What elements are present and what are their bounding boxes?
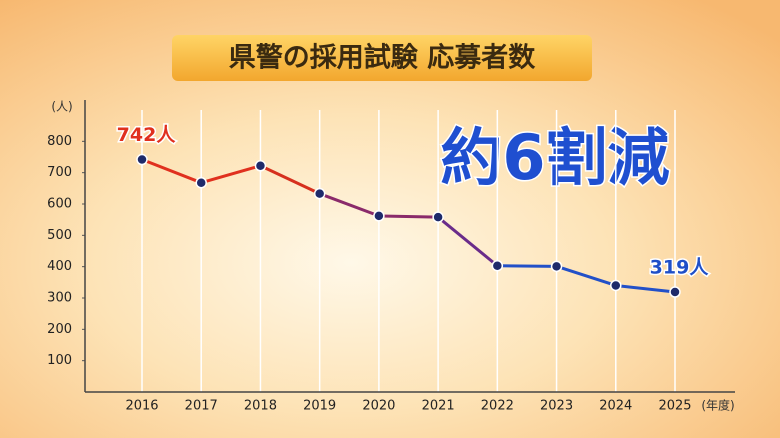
- x-tick-label: 2016: [125, 399, 158, 414]
- y-tick-label: 200: [47, 322, 72, 337]
- line-segment: [436, 215, 499, 268]
- point: [432, 211, 444, 223]
- x-tick-label: 2017: [185, 399, 218, 414]
- x-tick-label: 2018: [244, 399, 277, 414]
- value-label: 319人: [650, 257, 710, 279]
- y-tick-label: 400: [47, 259, 72, 274]
- y-tick-label: 500: [47, 228, 72, 243]
- title-box: [172, 35, 592, 81]
- x-tick-label: 2020: [362, 399, 395, 414]
- value-label: 742人: [117, 124, 177, 146]
- annotation: 約6割減: [440, 121, 669, 194]
- point: [313, 187, 326, 200]
- line-segment: [614, 283, 677, 294]
- chart-title: 県警の採用試験 応募者数: [229, 42, 536, 74]
- line-segment: [258, 164, 322, 196]
- line-segment: [377, 214, 440, 219]
- line-segment: [318, 192, 381, 218]
- line-segment: [199, 164, 262, 185]
- line-segment: [495, 264, 559, 268]
- y-tick-label: 800: [47, 134, 72, 149]
- point: [136, 153, 148, 166]
- y-tick-label: 600: [47, 197, 72, 212]
- y-tick-label: 700: [47, 165, 72, 180]
- x-tick-label: 2023: [540, 399, 573, 414]
- point: [254, 160, 267, 172]
- x-tick-label: 2024: [599, 399, 632, 414]
- line-segment: [555, 264, 618, 287]
- y-tick-label: 100: [47, 353, 72, 368]
- point: [195, 176, 207, 189]
- x-unit: (年度): [701, 398, 734, 413]
- x-tick-label: 2022: [481, 399, 514, 414]
- point: [669, 286, 681, 298]
- y-unit: (人): [51, 100, 72, 114]
- point: [550, 260, 563, 273]
- line-segment: [140, 158, 203, 185]
- x-tick-label: 2019: [303, 399, 336, 414]
- x-tick-label: 2021: [422, 399, 455, 414]
- point: [610, 279, 622, 292]
- point: [373, 210, 385, 222]
- y-tick-label: 300: [47, 291, 72, 306]
- point: [491, 259, 504, 272]
- x-tick-label: 2025: [658, 399, 691, 414]
